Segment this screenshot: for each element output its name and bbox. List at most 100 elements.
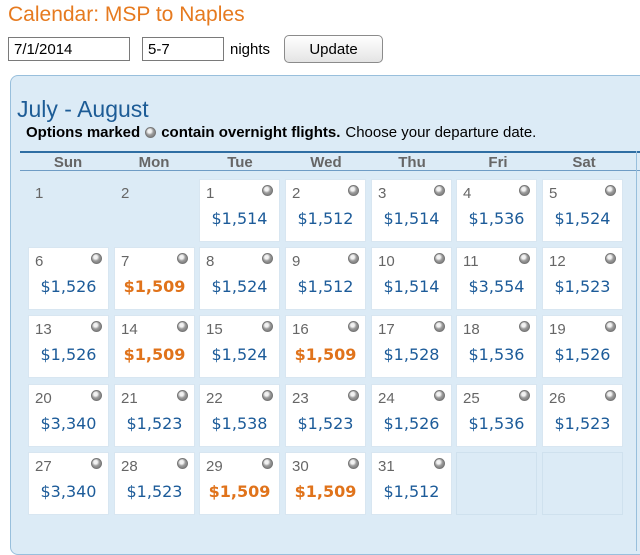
fare-price[interactable]: $1,512 — [297, 277, 354, 296]
fare-price[interactable]: $1,514 — [211, 209, 268, 228]
fare-price[interactable]: $1,514 — [383, 209, 440, 228]
calendar-day[interactable]: 12 $1,523 — [542, 247, 623, 310]
fare-price[interactable]: $1,524 — [554, 209, 611, 228]
fare-price[interactable]: $1,523 — [554, 414, 611, 433]
page-title: Calendar: MSP to Naples — [8, 3, 245, 26]
fare-price[interactable]: $1,526 — [40, 277, 97, 296]
overnight-flight-icon — [177, 390, 188, 401]
calendar-day[interactable]: 20 $3,340 — [28, 384, 109, 447]
date-number: 25 — [463, 390, 480, 407]
calendar-day[interactable]: 30 $1,509 — [285, 452, 366, 515]
fare-price[interactable]: $1,523 — [126, 414, 183, 433]
date-number: 20 — [35, 390, 52, 407]
calendar-day[interactable]: 6 $1,526 — [28, 247, 109, 310]
calendar-day[interactable]: 10 $1,514 — [371, 247, 452, 310]
lowest-fare-price[interactable]: $1,509 — [294, 482, 357, 501]
calendar-day[interactable]: 14 $1,509 — [114, 315, 195, 378]
calendar-day[interactable]: 7 $1,509 — [114, 247, 195, 310]
date-number: 31 — [378, 458, 395, 475]
overnight-flight-icon — [605, 185, 616, 196]
calendar-empty-cell — [542, 452, 623, 515]
fare-price[interactable]: $1,514 — [383, 277, 440, 296]
calendar-day[interactable]: 26 $1,523 — [542, 384, 623, 447]
weekday-mon: Mon — [138, 154, 170, 171]
calendar-day[interactable]: 1 $1,514 — [199, 179, 280, 242]
overnight-flight-icon — [348, 185, 359, 196]
fare-price[interactable]: $1,528 — [383, 345, 440, 364]
calendar-day[interactable]: 2 $1,512 — [285, 179, 366, 242]
fare-price[interactable]: $3,340 — [40, 414, 97, 433]
fare-price[interactable]: $1,526 — [554, 345, 611, 364]
calendar-day[interactable]: 25 $1,536 — [456, 384, 537, 447]
calendar-day[interactable]: 18 $1,536 — [456, 315, 537, 378]
lowest-fare-price[interactable]: $1,509 — [208, 482, 271, 501]
lowest-fare-price[interactable]: $1,509 — [123, 345, 186, 364]
calendar-right-divider — [636, 151, 637, 551]
calendar-day[interactable]: 24 $1,526 — [371, 384, 452, 447]
fare-price[interactable]: $1,523 — [554, 277, 611, 296]
calendar-day[interactable]: 27 $3,340 — [28, 452, 109, 515]
overnight-flight-icon — [177, 321, 188, 332]
date-number: 24 — [378, 390, 395, 407]
fare-price[interactable]: $1,512 — [383, 482, 440, 501]
weekday-header: Sun Mon Tue Wed Thu Fri Sat — [25, 154, 627, 171]
overnight-flight-icon — [262, 458, 273, 469]
calendar-day[interactable]: 5 $1,524 — [542, 179, 623, 242]
calendar-day[interactable]: 8 $1,524 — [199, 247, 280, 310]
calendar-day[interactable]: 23 $1,523 — [285, 384, 366, 447]
date-number: 16 — [292, 321, 309, 338]
calendar-day[interactable]: 19 $1,526 — [542, 315, 623, 378]
lowest-fare-price[interactable]: $1,509 — [123, 277, 186, 296]
fare-price[interactable]: $1,512 — [297, 209, 354, 228]
fare-price[interactable]: $1,523 — [297, 414, 354, 433]
calendar-day[interactable]: 9 $1,512 — [285, 247, 366, 310]
calendar-day[interactable]: 29 $1,509 — [199, 452, 280, 515]
calendar-day[interactable]: 16 $1,509 — [285, 315, 366, 378]
weekday-tue: Tue — [227, 154, 253, 171]
date-number: 21 — [121, 390, 138, 407]
fare-price[interactable]: $1,524 — [211, 277, 268, 296]
date-number: 12 — [549, 253, 566, 270]
calendar-day[interactable]: 11 $3,554 — [456, 247, 537, 310]
departure-date-field[interactable] — [8, 37, 130, 61]
fare-price[interactable]: $1,538 — [211, 414, 268, 433]
fare-price[interactable]: $1,526 — [383, 414, 440, 433]
nights-field[interactable] — [142, 37, 224, 61]
calendar-day[interactable]: 15 $1,524 — [199, 315, 280, 378]
fare-price[interactable]: $1,523 — [126, 482, 183, 501]
date-number: 17 — [378, 321, 395, 338]
fare-price[interactable]: $3,554 — [468, 277, 525, 296]
date-number: 6 — [35, 253, 44, 270]
calendar-day[interactable]: 13 $1,526 — [28, 315, 109, 378]
calendar-day[interactable]: 21 $1,523 — [114, 384, 195, 447]
overnight-flight-icon — [434, 321, 445, 332]
overnight-flight-icon — [177, 458, 188, 469]
fare-price[interactable]: $1,536 — [468, 414, 525, 433]
calendar-day[interactable]: 17 $1,528 — [371, 315, 452, 378]
overnight-flight-icon — [262, 253, 273, 264]
fare-price[interactable]: $1,536 — [468, 209, 525, 228]
fare-price[interactable]: $1,524 — [211, 345, 268, 364]
calendar-day[interactable]: 28 $1,523 — [114, 452, 195, 515]
fare-price[interactable]: $1,526 — [40, 345, 97, 364]
overnight-flight-icon — [348, 321, 359, 332]
overnight-flight-icon — [434, 185, 445, 196]
calendar-empty-cell — [456, 452, 537, 515]
date-number: 26 — [549, 390, 566, 407]
date-number: 3 — [378, 185, 387, 202]
calendar-day[interactable]: 31 $1,512 — [371, 452, 452, 515]
date-number: 10 — [378, 253, 395, 270]
fare-price[interactable]: $3,340 — [40, 482, 97, 501]
update-button[interactable]: Update — [284, 35, 384, 63]
date-number: 27 — [35, 458, 52, 475]
overnight-flight-icon — [605, 390, 616, 401]
lowest-fare-price[interactable]: $1,509 — [294, 345, 357, 364]
overnight-flight-icon — [91, 458, 102, 469]
fare-price[interactable]: $1,536 — [468, 345, 525, 364]
calendar-day[interactable]: 4 $1,536 — [456, 179, 537, 242]
calendar-day[interactable]: 22 $1,538 — [199, 384, 280, 447]
overnight-note-label: Options marked — [26, 124, 141, 141]
overnight-flight-icon — [519, 253, 530, 264]
date-number: 30 — [292, 458, 309, 475]
calendar-day[interactable]: 3 $1,514 — [371, 179, 452, 242]
